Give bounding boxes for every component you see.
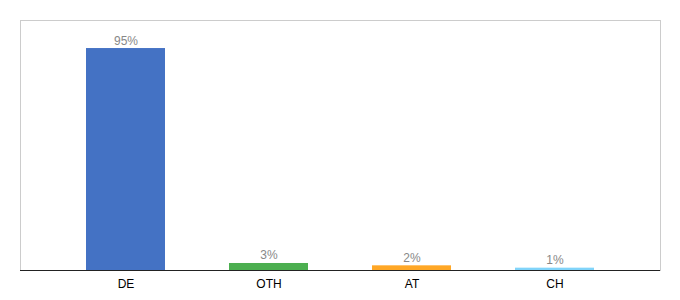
svg-text:CH: CH [546,277,563,291]
svg-text:DE: DE [118,277,135,291]
svg-text:OTH: OTH [256,277,281,291]
svg-text:AT: AT [405,277,420,291]
svg-text:3%: 3% [260,248,278,262]
svg-text:1%: 1% [546,253,564,267]
svg-text:2%: 2% [403,251,421,265]
svg-text:95%: 95% [114,34,138,48]
